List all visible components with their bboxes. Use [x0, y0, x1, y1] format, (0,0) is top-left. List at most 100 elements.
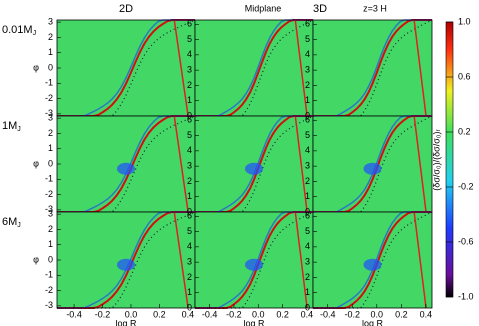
row-label-sub: J	[17, 126, 21, 133]
y-tick-label: 2	[48, 224, 53, 234]
y-tick-label: -1	[45, 270, 53, 280]
y-tick-label: 6	[187, 19, 192, 29]
colorbar	[445, 21, 454, 298]
colorbar-tick-label: 0.6	[458, 71, 471, 81]
y-tick-label: 4	[305, 49, 310, 59]
y-tick-label: 2	[48, 32, 53, 42]
blob	[117, 258, 135, 271]
row-label: 6MJ	[2, 216, 21, 229]
x-tick-label: 0.0	[371, 309, 384, 319]
y-tick-label: 5	[187, 130, 192, 140]
panel	[313, 20, 432, 116]
blob	[245, 162, 263, 175]
y-tick-label: 2	[187, 176, 192, 186]
wake-diag	[413, 19, 427, 117]
colorbar-tick-label: -1.0	[458, 291, 474, 301]
y-tick-label: 0	[305, 302, 310, 312]
colorbar-tick-label: -0.2	[458, 181, 474, 191]
y-tick-label: 3	[305, 161, 310, 171]
y-tick-label: 6	[305, 211, 310, 221]
y-tick-label: 4	[187, 145, 192, 155]
colorbar-tick-label: 1.0	[458, 16, 471, 26]
x-tick-label: -0.2	[95, 309, 111, 319]
y-tick-label: 1	[305, 287, 310, 297]
y-tick-label: 6	[305, 19, 310, 29]
x-tick-label: -0.4	[202, 309, 218, 319]
x-tick-label: -0.4	[320, 309, 336, 319]
wake-dots	[57, 211, 196, 309]
y-tick-label: 2	[305, 80, 310, 90]
y-tick-label: 6	[305, 115, 310, 125]
x-tick-label: -0.2	[226, 309, 242, 319]
y-tick-label: 0	[305, 206, 310, 216]
y-tick-label: 2	[187, 80, 192, 90]
column-note: z=3 H	[363, 3, 387, 13]
y-tick-label: 3	[305, 65, 310, 75]
x-tick-label: 0.4	[182, 309, 195, 319]
wake-diag	[294, 211, 308, 309]
x-tick-label: 0.0	[252, 309, 265, 319]
x-tick-label: 0.2	[395, 309, 408, 319]
y-tick-label: 1	[305, 191, 310, 201]
y-tick-label: 0	[187, 206, 192, 216]
row-label: 1MJ	[2, 120, 21, 133]
blob	[363, 162, 382, 175]
y-tick-label: 5	[305, 226, 310, 236]
y-tick-label: 2	[305, 272, 310, 282]
y-tick-label: 1	[48, 239, 53, 249]
y-tick-label: 1	[305, 95, 310, 105]
x-tick-label: 0.2	[153, 309, 166, 319]
y-tick-label: 0	[48, 62, 53, 72]
y-tick-label: 0	[48, 158, 53, 168]
column-title: Midplane	[245, 3, 282, 13]
y-tick-label: 3	[187, 257, 192, 267]
x-tick-label: -0.4	[66, 309, 82, 319]
x-tick-label: -0.2	[344, 309, 360, 319]
y-tick-label: -2	[45, 285, 53, 295]
y-tick-label: 4	[187, 49, 192, 59]
y-tick-label: 3	[48, 17, 53, 27]
panel	[195, 20, 313, 116]
y-tick-label: 2	[48, 128, 53, 138]
y-tick-label: -3	[45, 108, 53, 118]
y-tick-label: 2	[305, 176, 310, 186]
wake-diag	[173, 115, 189, 213]
column-title: 3D	[313, 3, 327, 15]
y-tick-label: 1	[48, 47, 53, 57]
blob	[363, 258, 382, 271]
blob	[117, 162, 135, 175]
x-tick-label: 0.4	[301, 309, 314, 319]
row-label-sub: J	[17, 222, 21, 229]
y-tick-label: -1	[45, 78, 53, 88]
y-tick-label: -2	[45, 93, 53, 103]
y-tick-label: -3	[45, 204, 53, 214]
y-tick-label: 6	[187, 115, 192, 125]
y-tick-label: 3	[48, 113, 53, 123]
panel-frame	[312, 211, 433, 309]
y-tick-label: 3	[187, 65, 192, 75]
y-tick-label: 0	[187, 110, 192, 120]
x-tick-label: 0.4	[420, 309, 433, 319]
y-tick-label: 3	[305, 257, 310, 267]
row-label-main: 1M	[2, 120, 17, 132]
x-axis-label: log R	[115, 318, 137, 326]
x-tick-label: 0.2	[276, 309, 289, 319]
y-tick-label: 4	[305, 145, 310, 155]
y-tick-label: 3	[187, 161, 192, 171]
y-tick-label: 0	[48, 254, 53, 264]
panel	[57, 20, 195, 116]
y-tick-label: 3	[48, 209, 53, 219]
wake-diag	[173, 19, 189, 117]
y-tick-label: 5	[305, 34, 310, 44]
wake-diag	[294, 19, 308, 117]
y-tick-label: 0	[187, 302, 192, 312]
y-tick-label: 5	[187, 226, 192, 236]
y-tick-label: 5	[305, 130, 310, 140]
y-tick-label: 0	[305, 110, 310, 120]
wake-diag	[413, 115, 427, 213]
y-tick-label: 1	[48, 143, 53, 153]
y-tick-label: 4	[305, 241, 310, 251]
colorbar-label: (δσ/σ₀)/(δσ/σ₀)ᵣ	[431, 129, 441, 190]
y-tick-label: 1	[187, 95, 192, 105]
blob	[245, 258, 263, 271]
